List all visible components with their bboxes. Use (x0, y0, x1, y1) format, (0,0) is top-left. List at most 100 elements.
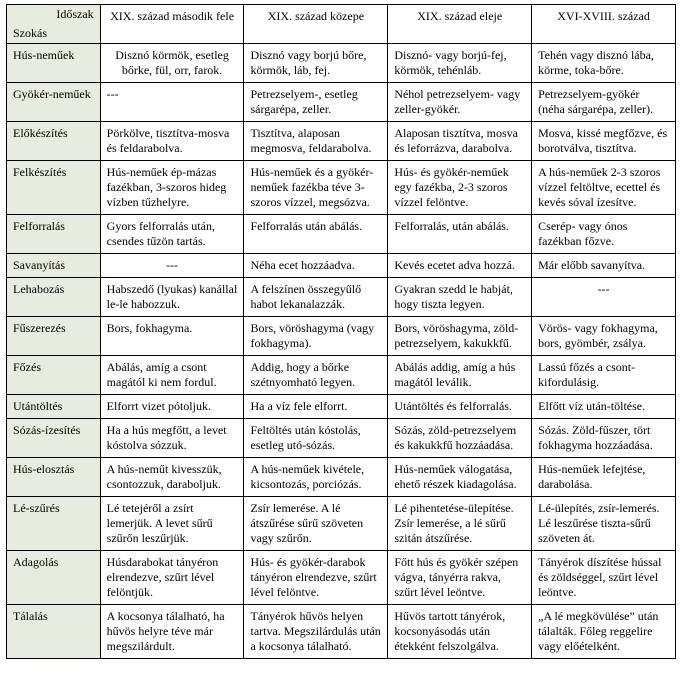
table-body: Hús-neműekDisznó körmök, esetleg bőrke, … (7, 44, 676, 659)
col-header: XIX. század eleje (388, 5, 532, 44)
cell: Vörös- vagy fokhagyma, bors, gyömbér, zs… (532, 317, 676, 356)
row-header: Felforralás (7, 215, 101, 254)
row-header: Hús-elosztás (7, 458, 101, 497)
cell: Sózás, zöld-petrezselyem és kakukkfű hoz… (388, 419, 532, 458)
cell: Tányérok díszítése hússal és zöldséggel,… (532, 551, 676, 605)
cell: Hűvös tartott tányérok, kocsonyásodás ut… (388, 605, 532, 659)
cell: Gyors felforralás után, csendes tűzön ta… (100, 215, 244, 254)
cell: Disznó vagy borjú bőre, körmök, láb, fej… (244, 44, 388, 83)
corner-bottom: Szokás (13, 26, 47, 41)
row-header: Gyökér-neműek (7, 83, 101, 122)
table-row: Sózás-ízesítésHa a hús megfőtt, a levet … (7, 419, 676, 458)
table-row: FelforralásGyors felforralás után, csend… (7, 215, 676, 254)
table-row: TálalásA kocsonya tálalható, ha hűvös he… (7, 605, 676, 659)
table-row: Hús-neműekDisznó körmök, esetleg bőrke, … (7, 44, 676, 83)
cell: Bors, fokhagyma. (100, 317, 244, 356)
cell: Hús-neműek ép-mázas fazékban, 3-szoros h… (100, 161, 244, 215)
cell: Hús- és gyökér-darabok tányéron elrendez… (244, 551, 388, 605)
cell: A hús-neműek kivétele, kicsontozás, porc… (244, 458, 388, 497)
cell: Tehén vagy disznó lába, körme, toka-bőre… (532, 44, 676, 83)
corner-top: Időszak (56, 7, 93, 22)
cell: Már előbb savanyítva. (532, 254, 676, 278)
cell: Bors, vöröshagyma (vagy fokhagyma). (244, 317, 388, 356)
table-head: Időszak Szokás XIX. század második fele … (7, 5, 676, 44)
cell: Petrezselyem-gyökér (néha sárgarépa, zel… (532, 83, 676, 122)
row-header: Hús-neműek (7, 44, 101, 83)
table-row: Savanyítás---Néha ecet hozzáadva.Kevés e… (7, 254, 676, 278)
table-container: Időszak Szokás XIX. század második fele … (0, 0, 682, 663)
cell: --- (100, 254, 244, 278)
row-header: Fűszerezés (7, 317, 101, 356)
table-row: Hús-elosztásA hús-neműt kivesszük, csont… (7, 458, 676, 497)
cell: Hús-neműek és a gyökér-neműek fazékba té… (244, 161, 388, 215)
row-header: Tálalás (7, 605, 101, 659)
row-header: Lehabozás (7, 278, 101, 317)
row-header: Főzés (7, 356, 101, 395)
cell: Bors, vöröshagyma, zöld-petrezselyem, ka… (388, 317, 532, 356)
row-header: Felkészítés (7, 161, 101, 215)
cell: Kevés ecetet adva hozzá. (388, 254, 532, 278)
table-row: Gyökér-neműek---Petrezselyem-, esetleg s… (7, 83, 676, 122)
table-row: UtántöltésElforrt vizet pótoljuk.Ha a ví… (7, 395, 676, 419)
cell: „A lé megkövülése” után tálalták. Főleg … (532, 605, 676, 659)
cell: Főtt hús és gyökér szépen vágva, tányérr… (388, 551, 532, 605)
cell: Lé-ülepítés, zsír-lemerés. Lé leszűrése … (532, 497, 676, 551)
table-row: ElőkészítésPörkölve, tisztítva-mosva és … (7, 122, 676, 161)
cell: Gyakran szedd le habját, hogy tiszta leg… (388, 278, 532, 317)
cell: --- (100, 83, 244, 122)
cell: Néha ecet hozzáadva. (244, 254, 388, 278)
cell: Hús- és gyökér-neműek egy fazékba, 2-3 s… (388, 161, 532, 215)
col-header: XIX. század második fele (100, 5, 244, 44)
table-row: FőzésAbálás, amíg a csont magától ki nem… (7, 356, 676, 395)
row-header: Savanyítás (7, 254, 101, 278)
row-header: Adagolás (7, 551, 101, 605)
cell: Feltöltés után kóstolás, esetleg utó-sóz… (244, 419, 388, 458)
table-row: FelkészítésHús-neműek ép-mázas fazékban,… (7, 161, 676, 215)
cell: Húsdarabokat tányéron elrendezve, szűrt … (100, 551, 244, 605)
corner-cell: Időszak Szokás (7, 5, 101, 44)
cell: Néhol petrezselyem- vagy zeller-gyökér. (388, 83, 532, 122)
cell: Elfőtt víz után-töltése. (532, 395, 676, 419)
cell: Pörkölve, tisztítva-mosva és feldarabolv… (100, 122, 244, 161)
row-header: Előkészítés (7, 122, 101, 161)
cell: Lé tetejéről a zsírt lemerjük. A levet s… (100, 497, 244, 551)
cell: Addig, hogy a bőrke szétnyomható legyen. (244, 356, 388, 395)
table-row: AdagolásHúsdarabokat tányéron elrendezve… (7, 551, 676, 605)
row-header: Sózás-ízesítés (7, 419, 101, 458)
cell: Felforralás, után abálás. (388, 215, 532, 254)
cell: A felszínen összegyűlő habot lekanalazzá… (244, 278, 388, 317)
cell: Abálás, amíg a csont magától ki nem ford… (100, 356, 244, 395)
table-row: LehabozásHabszedő (lyukas) kanállal le-l… (7, 278, 676, 317)
cell: Lassú főzés a csont-kifordulásig. (532, 356, 676, 395)
col-header: XVI-XVIII. század (532, 5, 676, 44)
cell: Felforralás után abálás. (244, 215, 388, 254)
cell: Hús-neműek lefejtése, darabolása. (532, 458, 676, 497)
table-row: FűszerezésBors, fokhagyma.Bors, vöröshag… (7, 317, 676, 356)
cell: Lé pihentetése-ülepítése. Zsír lemerése,… (388, 497, 532, 551)
cell: Cserép- vagy ónos fazékban főzve. (532, 215, 676, 254)
cell: Zsír lemerése. A lé átszűrése sűrű szöve… (244, 497, 388, 551)
cell: Ha a víz fele elforrt. (244, 395, 388, 419)
cell: Sózás. Zöld-fűszer, tört fokhagyma hozzá… (532, 419, 676, 458)
cell: Disznó körmök, esetleg bőrke, fül, orr, … (100, 44, 244, 83)
cell: Hús-neműek válogatása, ehető részek kiad… (388, 458, 532, 497)
cell: Tisztítva, alaposan megmosva, feldarabol… (244, 122, 388, 161)
cell: Alaposan tisztítva, mosva és leforrázva,… (388, 122, 532, 161)
row-header: Lé-szűrés (7, 497, 101, 551)
cell: --- (532, 278, 676, 317)
cell: Ha a hús megfőtt, a levet kóstolva sózzu… (100, 419, 244, 458)
cell: A hús-neműt kivesszük, csontozzuk, darab… (100, 458, 244, 497)
cell: Habszedő (lyukas) kanállal le-le habozzu… (100, 278, 244, 317)
cell: Elforrt vizet pótoljuk. (100, 395, 244, 419)
cell: Mosva, kissé megfőzve, és borotválva, ti… (532, 122, 676, 161)
col-header: XIX. század közepe (244, 5, 388, 44)
cell: A kocsonya tálalható, ha hűvös helyre té… (100, 605, 244, 659)
cell: Petrezselyem-, esetleg sárgarépa, zeller… (244, 83, 388, 122)
cell: Disznó- vagy borjú-fej, körmök, tehénláb… (388, 44, 532, 83)
row-header: Utántöltés (7, 395, 101, 419)
cell: Tányérok hűvös helyen tartva. Megszilárd… (244, 605, 388, 659)
table-row: Lé-szűrésLé tetejéről a zsírt lemerjük. … (7, 497, 676, 551)
comparison-table: Időszak Szokás XIX. század második fele … (6, 4, 676, 659)
cell: A hús-neműek 2-3 szoros vízzel feltöltve… (532, 161, 676, 215)
cell: Utántöltés és felforralás. (388, 395, 532, 419)
